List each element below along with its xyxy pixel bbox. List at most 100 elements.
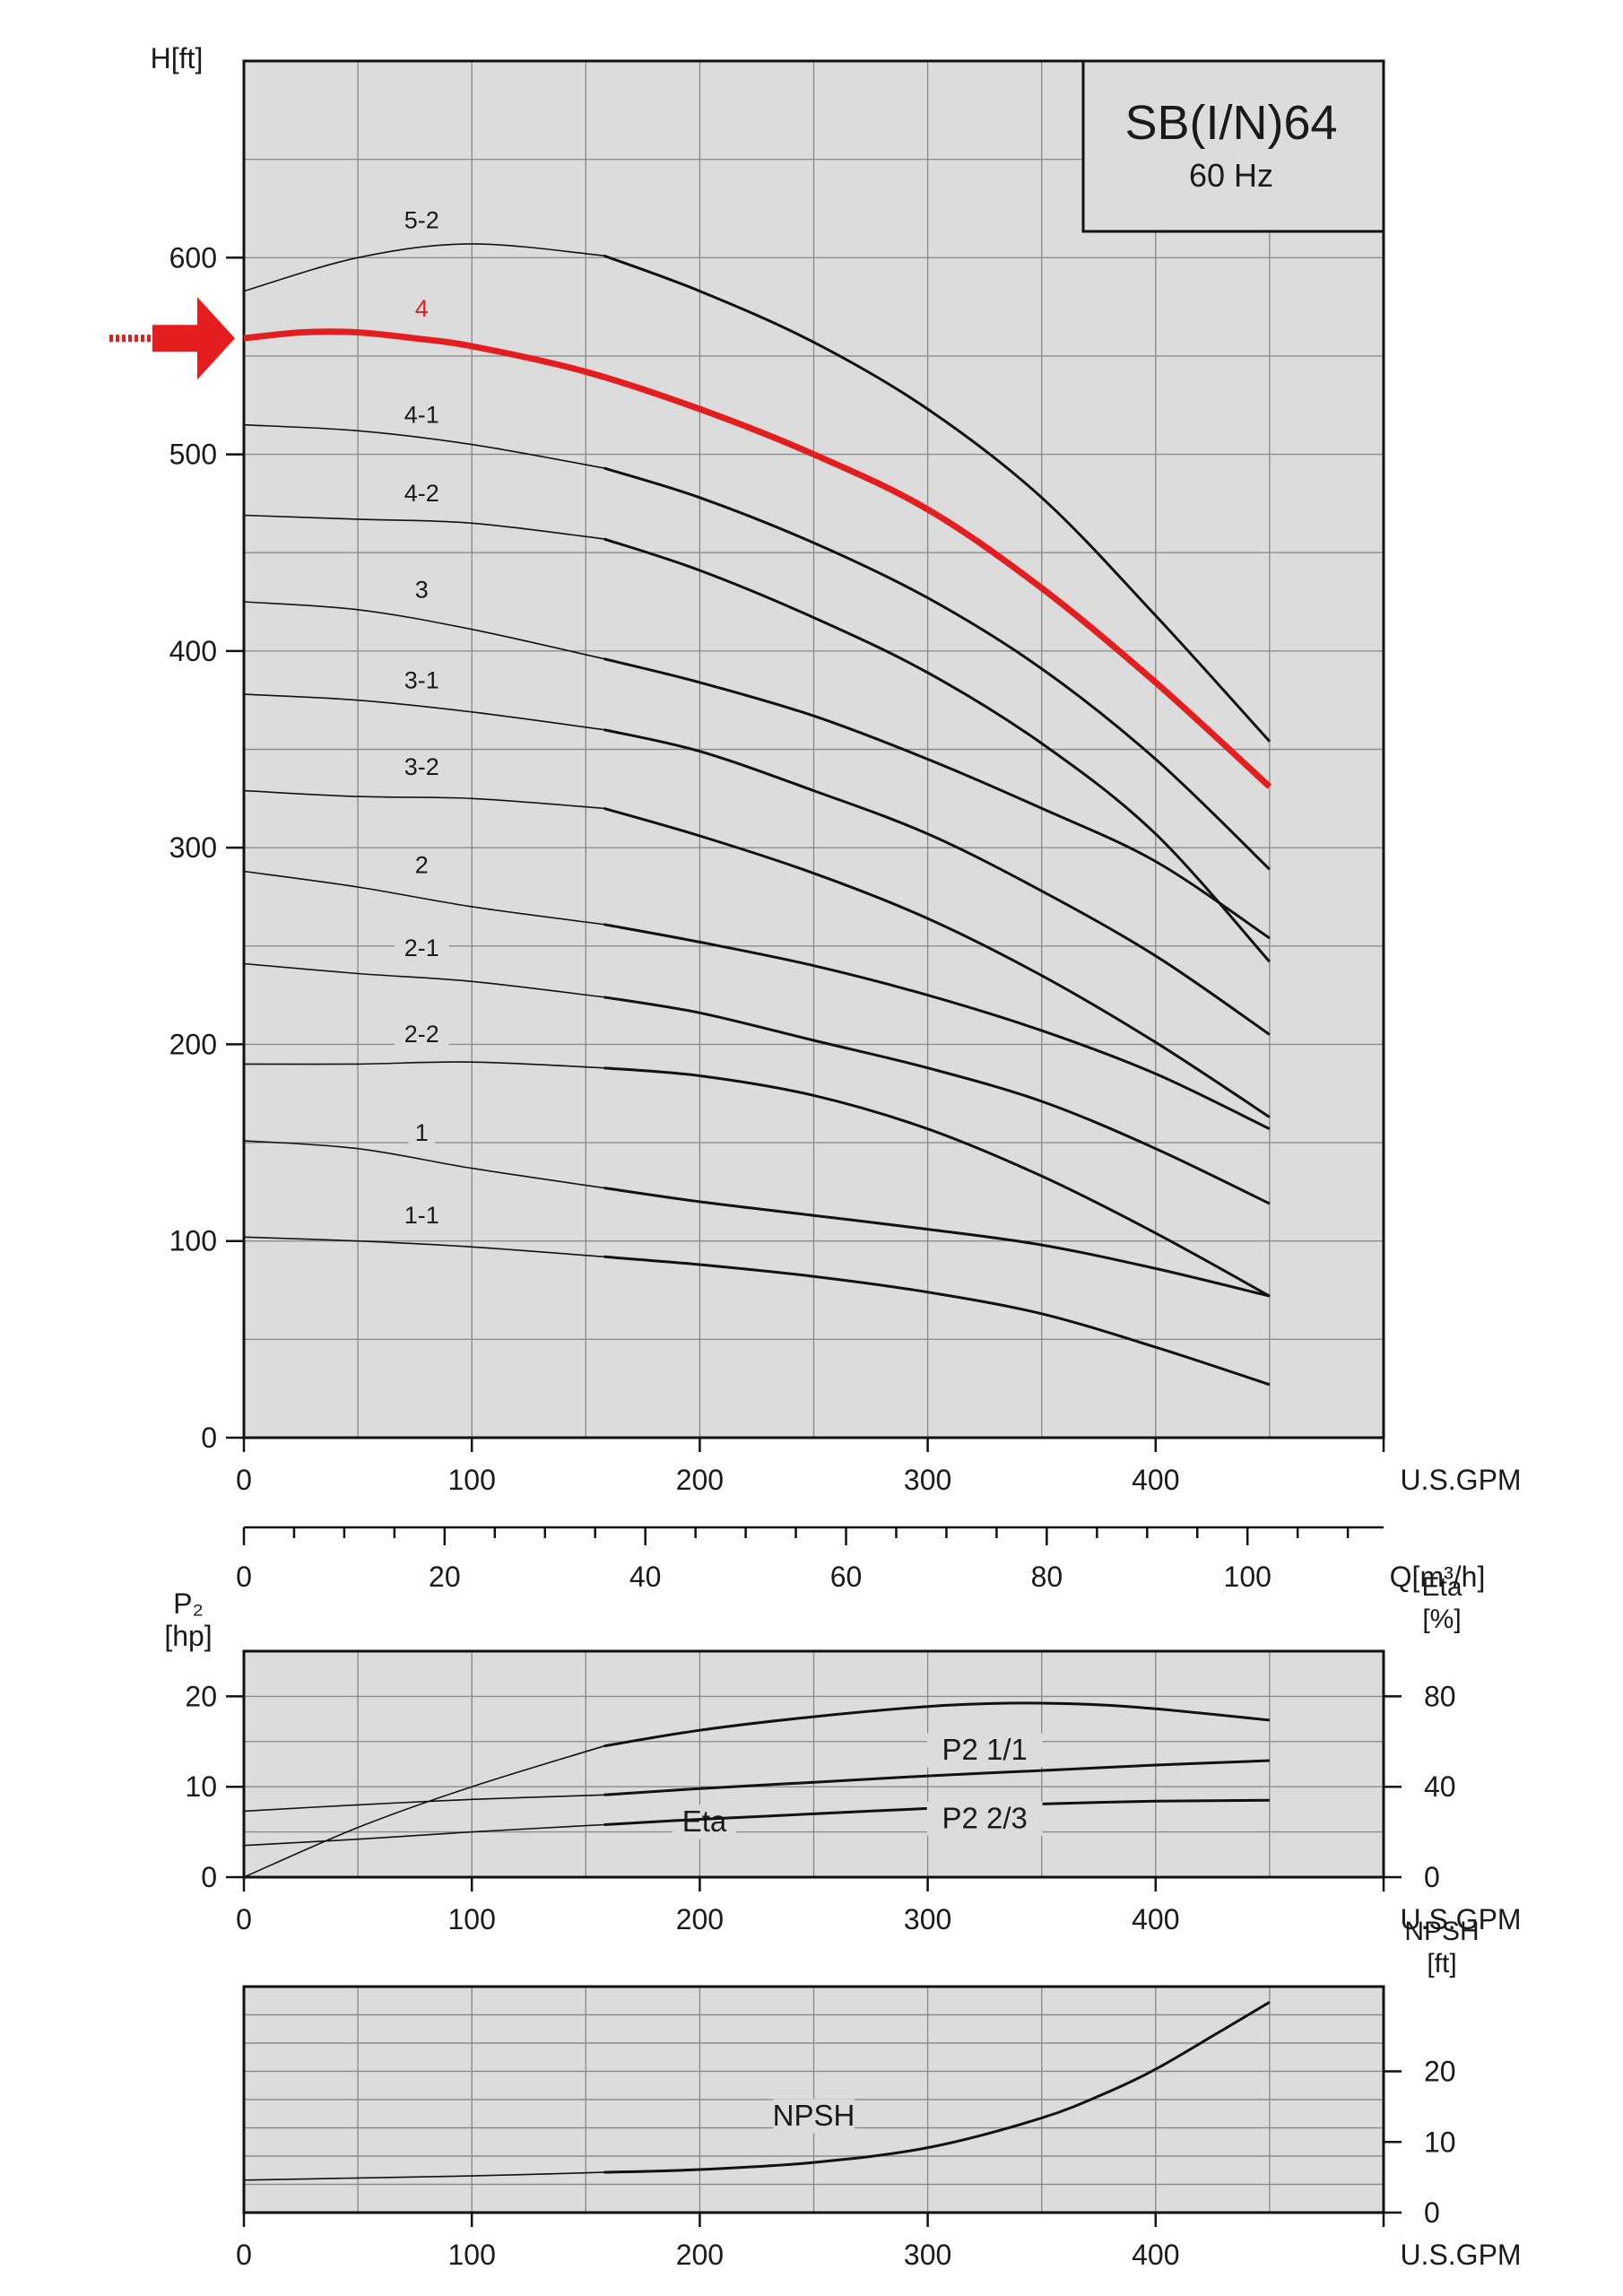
- x-tick-label: 200: [676, 1903, 724, 1935]
- curve-line: [603, 806, 1271, 1118]
- x-tick-label: 300: [904, 1903, 951, 1935]
- y-tick-label: 20: [185, 1680, 217, 1712]
- highlight-arrow-tail-dot: [141, 335, 144, 343]
- curve-label-background: [394, 1201, 449, 1230]
- x-tick-label: 0: [236, 1903, 252, 1935]
- y2-tick-label: 20: [1424, 2056, 1456, 2088]
- curve-label-background: [408, 294, 436, 323]
- highlight-arrow-tail-dot: [128, 335, 132, 343]
- curve-label-background: [773, 2099, 855, 2134]
- series-4: 4: [243, 294, 1272, 789]
- highlight-arrow-tail-dot: [116, 335, 119, 343]
- y-tick-label: 300: [169, 831, 217, 864]
- y-tick-label: 600: [169, 241, 217, 274]
- curve-label-background: [394, 401, 449, 430]
- panel-power_efficiency: 0 100 200 300 400 U.S.GPM 0 10 20 P₂[hp] 0 40 80 Eta […: [164, 1572, 1521, 1935]
- panel-npsh: 0 100 200 300 400 U.S.GPM 0 10 20 NPSH [ft] NPSH: [236, 1917, 1521, 2271]
- curve-line: [603, 1701, 1271, 1748]
- x-axis-label: U.S.GPM: [1400, 1903, 1521, 1935]
- curve-label: 4-2: [404, 480, 439, 507]
- x-tick-label: 0: [236, 2239, 252, 2271]
- secondary-x-tick-label: 60: [830, 1561, 863, 1593]
- y2-axis-label: Eta: [1421, 1572, 1462, 1602]
- curve-line-low-flow: [243, 514, 604, 540]
- curve-label: 2-2: [404, 1021, 439, 1048]
- x-tick-label: 200: [676, 1464, 724, 1496]
- x-tick-label: 0: [236, 1464, 252, 1496]
- curve-label: 3-2: [404, 753, 439, 780]
- highlight-arrow-tail-dot: [147, 335, 151, 343]
- curve-line-low-flow: [243, 1823, 604, 1847]
- highlight-arrow-tail-dot: [135, 335, 138, 343]
- curve-line: [603, 923, 1271, 1131]
- curve-label-background: [926, 1801, 1043, 1836]
- curve-label-background: [408, 576, 436, 604]
- y-tick-label: 0: [201, 1422, 217, 1454]
- curve-label-background: [408, 1118, 436, 1147]
- secondary-x-tick-label: 40: [629, 1561, 662, 1593]
- series-p2-1-1: P2 1/1: [243, 1733, 1270, 1813]
- y2-tick-label: 0: [1424, 1861, 1440, 1893]
- series-4-2: 4-2: [243, 479, 1271, 963]
- curve-line: [603, 1759, 1270, 1796]
- curve-label-background: [926, 1733, 1043, 1768]
- series-1-1: 1-1: [243, 1201, 1271, 1387]
- series-1: 1: [243, 1118, 1271, 1298]
- y-tick-label: 100: [169, 1225, 217, 1257]
- curve-line-low-flow: [243, 1140, 604, 1189]
- curve-line: [603, 466, 1271, 871]
- curve-label: 1-1: [404, 1202, 439, 1229]
- curve-label: P2 1/1: [942, 1733, 1027, 1766]
- curve-line-low-flow: [243, 1745, 604, 1878]
- y-axis-label: P₂: [173, 1587, 204, 1620]
- series-2-2: 2-2: [243, 1020, 1271, 1298]
- y2-axis-label: [ft]: [1427, 1949, 1456, 1979]
- curve-label: 4-1: [404, 401, 439, 428]
- highlight-arrow-tail-dot: [109, 335, 113, 343]
- x-tick-label: 400: [1132, 1464, 1179, 1496]
- y-tick-label: 0: [201, 1861, 217, 1893]
- panel-head: 0 100 200 300 400 U.S.GPM0100200300400500600H…: [109, 42, 1522, 1593]
- highlight-arrow: [109, 297, 235, 380]
- x-axis-label: U.S.GPM: [1400, 2239, 1521, 2271]
- title-box: SB(I/N)64 60 Hz: [1081, 59, 1385, 233]
- highlight-arrow-head: [152, 297, 235, 380]
- series-p2-2-3: P2 2/3: [243, 1798, 1270, 1847]
- x-tick-label: 100: [448, 2239, 496, 2271]
- x-tick-label: 100: [448, 1903, 496, 1935]
- y2-tick-label: 80: [1424, 1680, 1456, 1712]
- curve-label: 2: [415, 852, 429, 879]
- curve-line: [603, 657, 1271, 940]
- chart-subtitle: 60 Hz: [1189, 157, 1273, 194]
- curve-label: 2-1: [404, 935, 439, 961]
- curve-label: NPSH: [773, 2099, 855, 2132]
- curve-line-low-flow: [243, 2171, 604, 2181]
- y-tick-label: 200: [169, 1028, 217, 1060]
- series-3: 3: [243, 576, 1271, 940]
- curve-line-low-flow: [243, 1794, 604, 1813]
- x-tick-label: 400: [1132, 1903, 1179, 1935]
- secondary-x-tick-label: 80: [1031, 1561, 1063, 1593]
- x-tick-label: 200: [676, 2239, 724, 2271]
- curve-label: 5-2: [404, 206, 439, 233]
- secondary-x-tick-label: 100: [1224, 1561, 1271, 1593]
- curve-line-low-flow: [243, 423, 604, 469]
- curve-line: [603, 728, 1271, 1036]
- y-axis-label: [hp]: [164, 1620, 212, 1652]
- y2-tick-label: 0: [1424, 2196, 1440, 2229]
- curve-line: [603, 1187, 1271, 1298]
- curve-line-low-flow: [243, 243, 604, 292]
- curve-label-background: [394, 666, 449, 695]
- curve-line-low-flow: [243, 1236, 604, 1258]
- secondary-x-tick-label: 20: [429, 1561, 461, 1593]
- x-tick-label: 300: [904, 2239, 951, 2271]
- series-npsh: NPSH: [243, 2001, 1271, 2181]
- y2-axis-label: NPSH: [1404, 1917, 1479, 1946]
- y-tick-label: 400: [169, 635, 217, 667]
- curve-label-background: [672, 1805, 737, 1839]
- curve-line-low-flow: [243, 962, 604, 998]
- highlight-arrow-tail-dot: [122, 335, 126, 343]
- series-2: 2: [243, 851, 1271, 1131]
- plot-frame: [242, 59, 1385, 1439]
- series-eta: Eta: [243, 1701, 1271, 1878]
